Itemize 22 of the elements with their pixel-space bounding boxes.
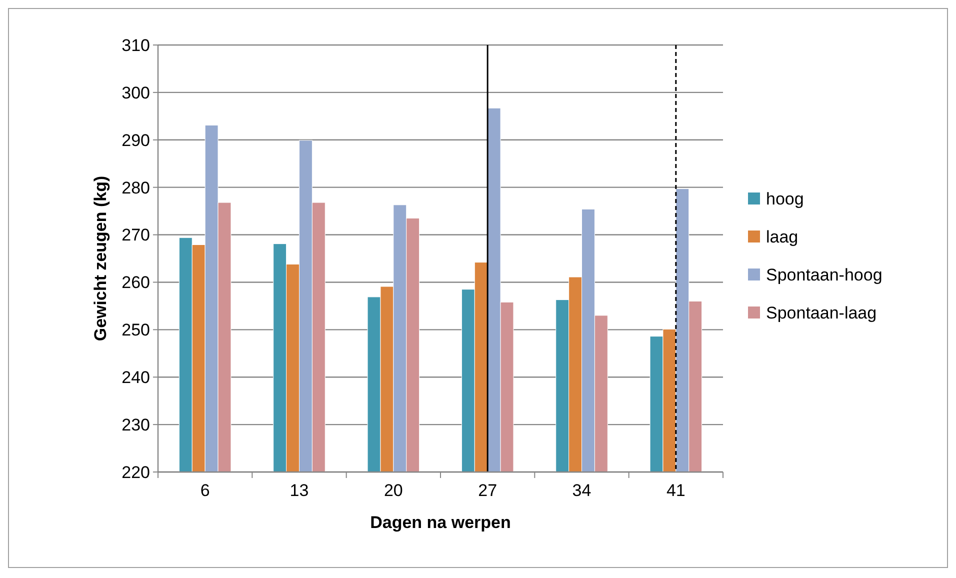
x-tick-label: 20	[384, 481, 403, 500]
legend-label: hoog	[766, 189, 804, 208]
legend-label: Spontaan-hoog	[766, 265, 882, 284]
x-tick-label: 41	[666, 481, 686, 500]
y-tick-label: 300	[122, 83, 150, 102]
y-tick-label: 230	[122, 416, 150, 435]
x-tick-label: 13	[290, 481, 309, 500]
y-tick-label: 310	[122, 36, 150, 55]
legend-label: laag	[766, 227, 798, 246]
y-tick-label: 250	[122, 320, 150, 340]
legend-label: Spontaan-laag	[766, 303, 877, 322]
y-tick-label: 270	[122, 226, 150, 245]
x-tick-label: 34	[572, 481, 592, 500]
y-tick-label: 240	[122, 368, 150, 388]
y-tick-label: 220	[122, 462, 150, 482]
y-tick-label: 290	[122, 130, 150, 150]
x-tick-label: 6	[200, 481, 210, 500]
y-tick-label: 280	[122, 178, 150, 198]
x-axis-title: Dagen na werpen	[370, 513, 511, 532]
y-tick-label: 260	[122, 273, 150, 292]
x-tick-label: 27	[478, 481, 498, 500]
y-axis-title: Gewicht zeugen (kg)	[91, 176, 110, 342]
